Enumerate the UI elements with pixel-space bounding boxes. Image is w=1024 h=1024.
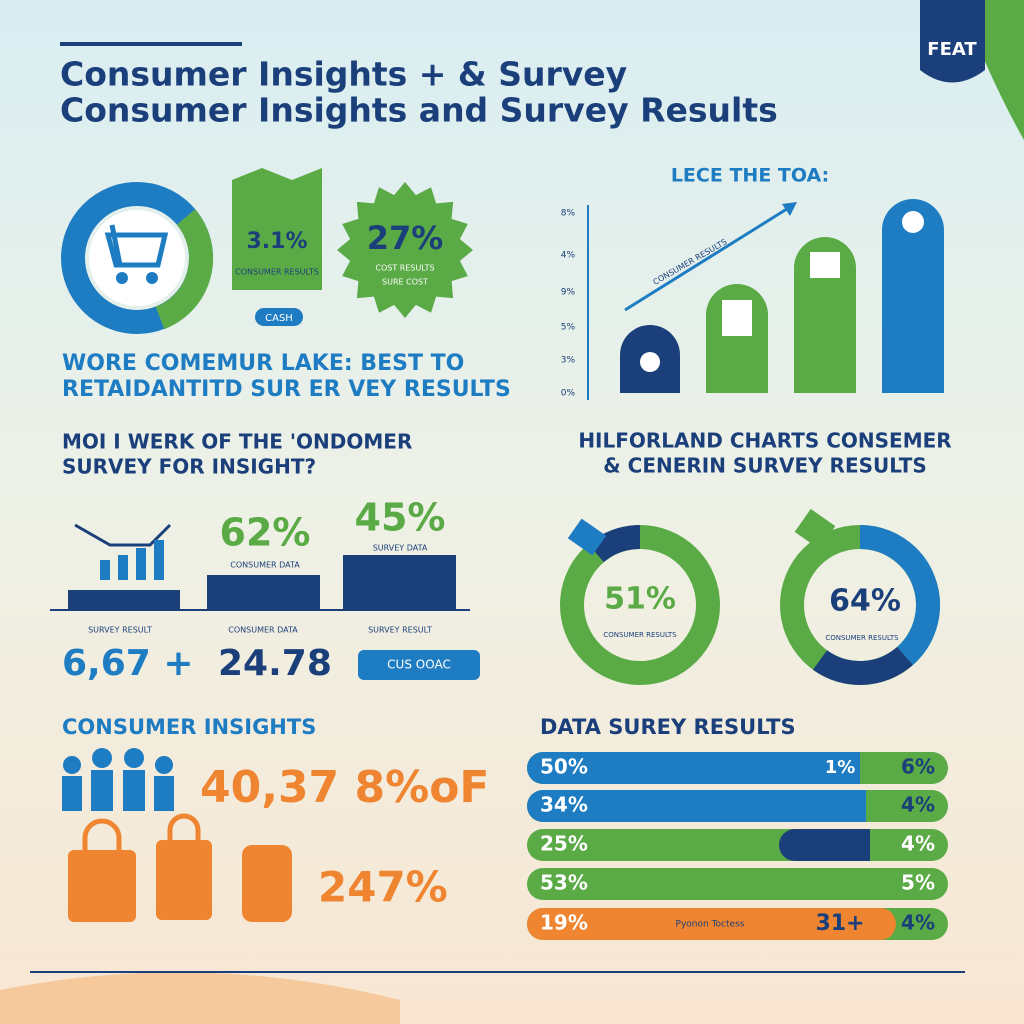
- trend-icon: [74, 523, 172, 547]
- axis-label: 0%: [561, 389, 576, 399]
- stat: 40,37 8%oF: [200, 762, 489, 813]
- bag-icons: [68, 840, 292, 922]
- caption: SURVEY DATA: [373, 544, 428, 553]
- icon: [640, 352, 660, 372]
- bar: [207, 575, 320, 610]
- heading: DATA SUREY RESULTS: [540, 715, 796, 739]
- cart-icon: [104, 224, 169, 268]
- heading: CONSUMER INSIGHTS: [62, 715, 316, 739]
- icon: [810, 252, 840, 278]
- row-value: 6%: [901, 755, 935, 779]
- donut-arc: [155, 209, 214, 330]
- heading: MOI I WERK OF THE 'ONDOMER: [62, 430, 412, 454]
- title: Consumer Insights + & Survey: [60, 55, 627, 94]
- note: CONSUMER DATA: [228, 626, 298, 635]
- donut-value: 64%: [829, 584, 901, 619]
- row-value: 5%: [901, 871, 935, 895]
- bar: [706, 284, 768, 393]
- heading: LECE THE TOA:: [671, 165, 829, 187]
- flag: [794, 508, 836, 550]
- wave: [0, 972, 400, 1024]
- burst-caption: SURE COST: [382, 278, 428, 287]
- axis-labels: 8% 4% 9% 5% 3% 0%: [561, 209, 576, 399]
- axis-label: 9%: [561, 288, 576, 298]
- bar: [343, 555, 456, 610]
- tag-text: CUS OOAC: [387, 658, 451, 672]
- stat: 24.78: [218, 643, 332, 684]
- cart-wheel: [116, 272, 128, 284]
- row-value: 4%: [901, 911, 935, 935]
- title: Consumer Insights and Survey Results: [60, 91, 778, 130]
- stat: 6,67 +: [62, 643, 194, 684]
- icon-bar: [100, 560, 110, 580]
- burst-caption: COST RESULTS: [375, 264, 434, 273]
- headline: WORE COMEMUR LAKE: BEST TO: [62, 351, 464, 376]
- icon: [902, 211, 924, 233]
- tag: [358, 650, 480, 680]
- row-value: 34%: [540, 793, 588, 817]
- icon-bar: [154, 540, 164, 580]
- tag: [255, 308, 303, 326]
- donut-hole: [89, 210, 185, 306]
- row-note: Pyonon Toctess: [676, 920, 745, 930]
- arrow: [624, 205, 791, 312]
- icon-bar: [136, 548, 146, 580]
- bar: [794, 237, 856, 393]
- donut-arc: [588, 524, 641, 563]
- starburst: [337, 182, 473, 318]
- badge: FEAT: [927, 39, 977, 60]
- note: SURVEY RESULT: [368, 626, 432, 635]
- box: [232, 168, 322, 290]
- row-value: 4%: [901, 793, 935, 817]
- box-value: 3.1%: [246, 229, 307, 254]
- value: 45%: [355, 496, 446, 540]
- axis-label: 3%: [561, 356, 576, 366]
- cart-wheel: [146, 272, 158, 284]
- burst-value: 27%: [367, 219, 444, 257]
- row-value: 19%: [540, 911, 588, 935]
- icon: [722, 300, 752, 336]
- row-value: 1%: [825, 757, 856, 778]
- caption: CONSUMER DATA: [230, 561, 300, 570]
- flag: [567, 518, 607, 556]
- bar: [882, 199, 944, 393]
- rule: [60, 42, 242, 46]
- donut-value: 51%: [604, 582, 676, 617]
- heading: HILFORLAND CHARTS CONSEMER: [578, 429, 951, 453]
- row-value: 50%: [540, 755, 588, 779]
- rows: [527, 752, 948, 940]
- row-value: 25%: [540, 832, 588, 856]
- donut-arc: [812, 646, 913, 685]
- donut-caption: CONSUMER RESULTS: [603, 631, 677, 639]
- stat: 247%: [318, 863, 448, 912]
- badge-shape: [920, 0, 985, 83]
- axis-label: 8%: [561, 209, 576, 219]
- bag-handles: [82, 813, 201, 850]
- box-caption: CONSUMER RESULTS: [235, 268, 319, 277]
- note: SURVEY RESULT: [88, 626, 152, 635]
- bar: [68, 590, 180, 610]
- tag-text: CASH: [265, 313, 293, 324]
- row-value: 53%: [540, 871, 588, 895]
- icon-bar: [118, 555, 128, 580]
- arrow-head: [782, 202, 797, 216]
- row-value: 4%: [901, 832, 935, 856]
- axis-label: 5%: [561, 323, 576, 333]
- people-icon: [62, 748, 174, 811]
- heading: SURVEY FOR INSIGHT?: [62, 455, 316, 479]
- row-value: 31+: [815, 911, 864, 936]
- axis-label: 4%: [561, 251, 576, 261]
- donut-caption: CONSUMER RESULTS: [825, 634, 899, 642]
- heading: & CENERIN SURVEY RESULTS: [603, 454, 927, 478]
- headline: RETAIDANTITD SUR ER VEY RESULTS: [62, 377, 511, 402]
- donut-arc: [859, 525, 940, 665]
- value: 62%: [220, 511, 311, 555]
